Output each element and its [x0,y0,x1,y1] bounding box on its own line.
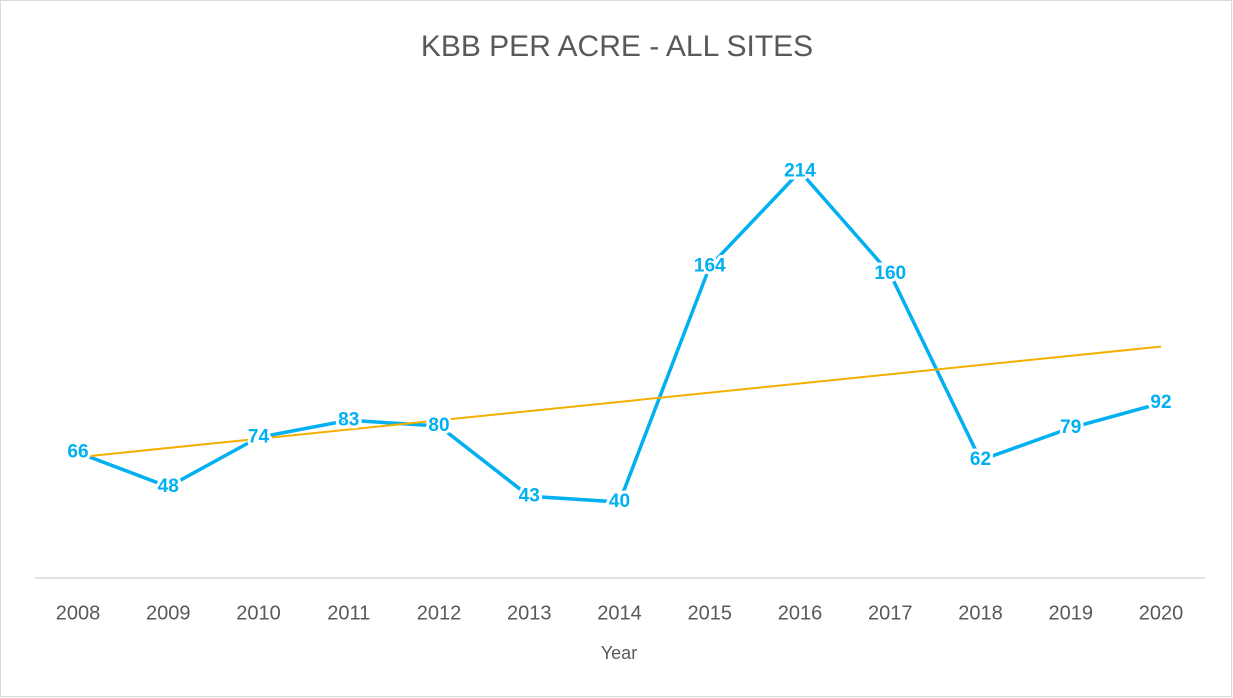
x-tick-label: 2020 [1139,602,1184,624]
data-label: 43 [519,485,540,506]
x-axis-title: Year [601,643,637,663]
data-label: 92 [1150,392,1171,413]
data-label: 79 [1060,417,1081,438]
x-tick-label: 2013 [507,602,552,624]
data-label: 80 [428,415,449,436]
x-tick-label: 2016 [778,602,823,624]
x-tick-label: 2018 [958,602,1003,624]
x-tick-label: 2011 [327,602,370,624]
x-tick-label: 2008 [56,602,101,624]
x-tick-label: 2014 [597,602,642,624]
x-tick-label: 2009 [146,602,191,624]
data-label: 62 [970,449,991,470]
data-label: 66 [67,442,88,463]
x-tick-label: 2019 [1049,602,1094,624]
data-label: 74 [248,426,270,447]
data-label: 214 [784,160,816,181]
x-tick-label: 2015 [688,602,733,624]
data-label: 40 [609,491,630,512]
x-tick-label: 2017 [868,602,913,624]
data-label: 48 [158,476,179,497]
x-tick-label: 2012 [417,602,462,624]
trendline [77,345,1162,459]
data-label: 160 [874,263,906,284]
x-tick-label: 2010 [236,602,281,624]
data-label: 164 [694,255,726,276]
data-label: 83 [338,409,359,430]
chart-title: KBB PER ACRE - ALL SITES [421,30,813,63]
data-line [77,168,1162,504]
